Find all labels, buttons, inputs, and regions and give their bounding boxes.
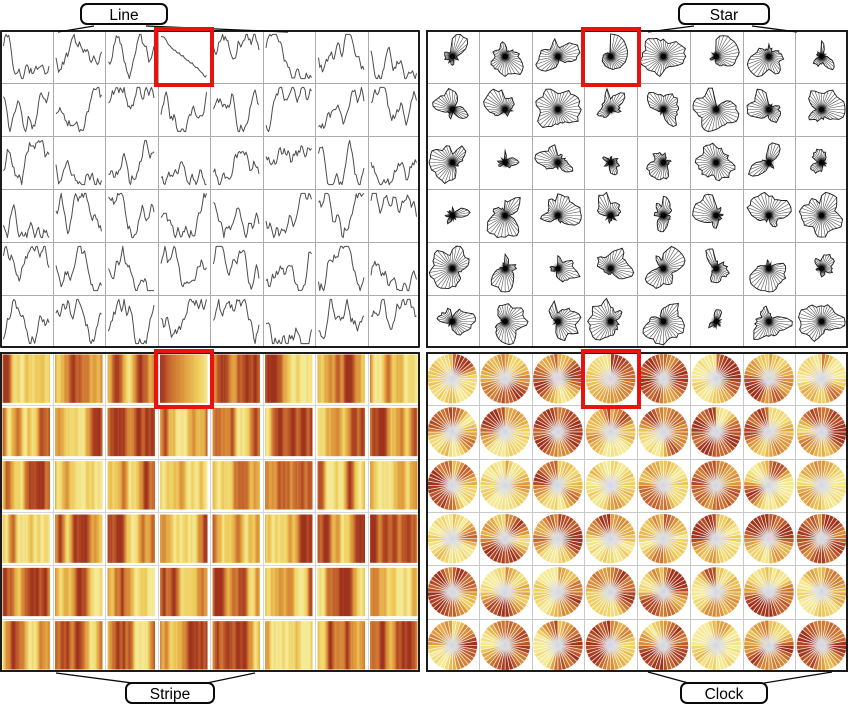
line-callout-left [57,25,95,33]
line-callout-right [145,25,289,33]
star-callout-left [647,25,695,33]
stripe-callout-left [55,672,141,685]
label-stripe: Stripe [125,682,215,704]
callout-line-group [55,25,833,685]
label-line: Line [80,3,168,25]
clock-callout-right [757,671,833,685]
star-callout-right [751,25,798,33]
label-clock: Clock [680,682,768,704]
label-star: Star [678,3,770,25]
